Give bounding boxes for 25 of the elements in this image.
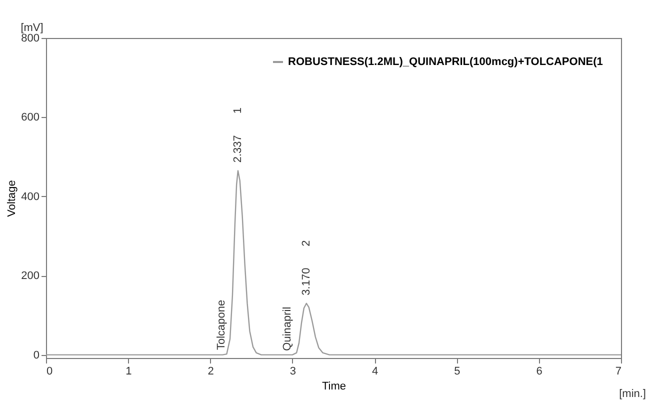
annotation: 3.170 — [300, 268, 312, 296]
line-series — [45, 170, 622, 356]
y-tick-label: 0 — [33, 349, 40, 362]
x-tick-label: 5 — [454, 366, 460, 378]
x-tick-label: 6 — [536, 366, 542, 378]
y-tick-label: 800 — [21, 32, 40, 44]
annotation: 2.337 — [232, 135, 244, 163]
y-tick-label: 400 — [21, 190, 40, 203]
text: [min.] — [619, 388, 646, 400]
annotation: 1 — [232, 108, 244, 114]
x-tick-label: 7 — [615, 366, 622, 378]
y-tick-label: 600 — [21, 112, 40, 124]
x-tick-label: 2 — [208, 366, 214, 378]
annotation: 2 — [300, 240, 312, 246]
y-tick-label: 200 — [21, 270, 40, 282]
text: [mV] — [20, 22, 44, 34]
x-tick-label: 3 — [290, 366, 296, 378]
annotation: Tolcapone — [216, 300, 228, 350]
x-axis-title: Time — [322, 380, 346, 392]
legend-label: ROBUSTNESS(1.2ML)_QUINAPRIL(100mcg)+TOLCAPONE(1 — [288, 56, 603, 68]
y-axis-title: Voltage — [6, 180, 18, 217]
annotation: Quinapril — [281, 306, 294, 351]
x-tick-label: 1 — [126, 366, 132, 378]
x-tick-label: 0 — [46, 366, 53, 378]
x-tick-label: 4 — [372, 366, 378, 378]
